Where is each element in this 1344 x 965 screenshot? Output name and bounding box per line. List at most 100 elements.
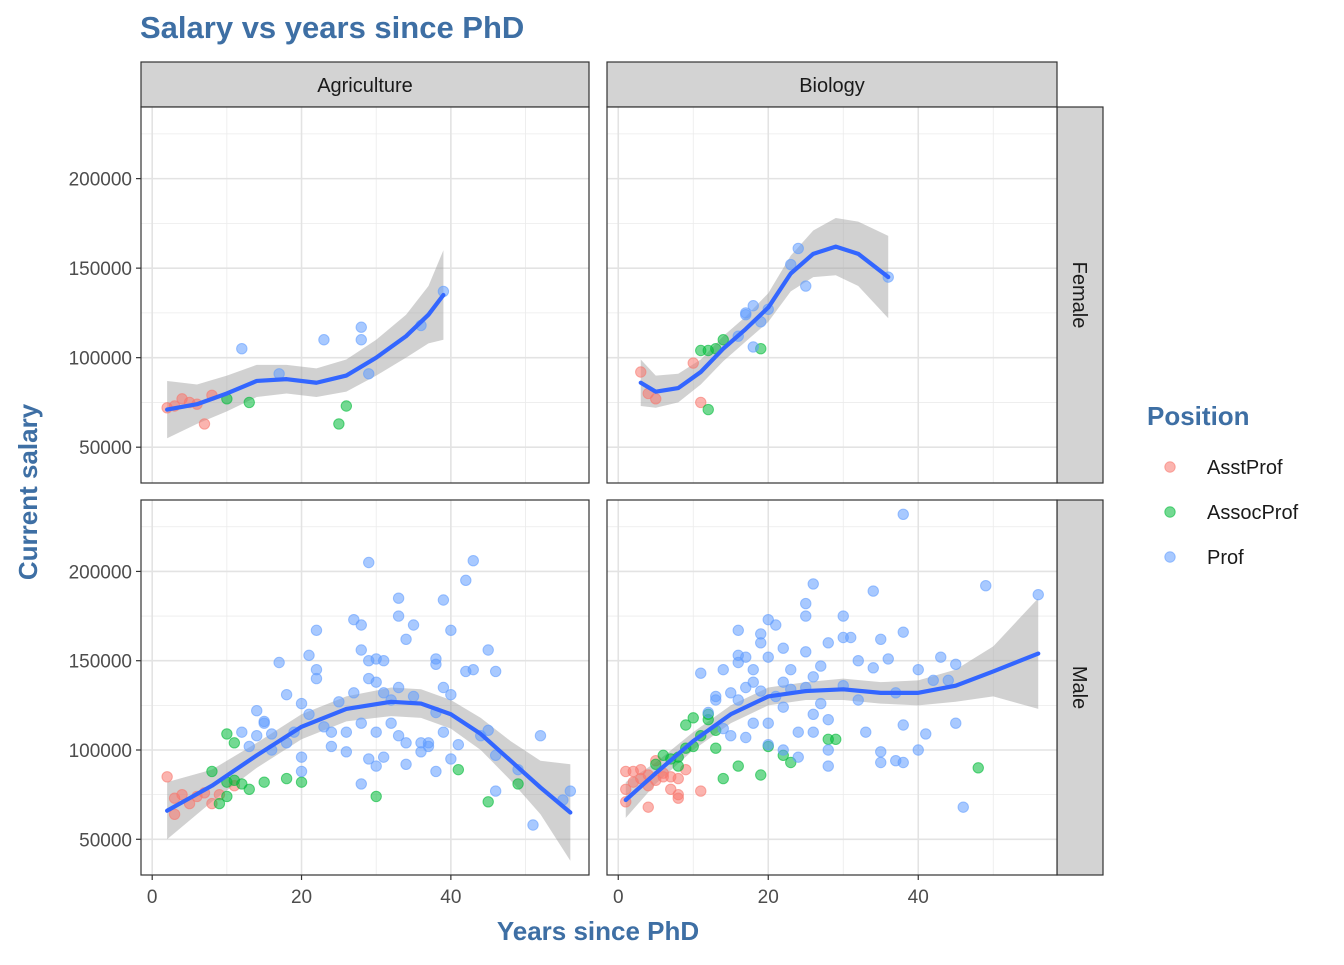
- panel-background: [141, 107, 589, 483]
- strip-label-female: Female: [1068, 262, 1090, 329]
- point-prof: [325, 740, 338, 753]
- panel-border: [140, 106, 590, 484]
- point-assocprof: [680, 719, 692, 731]
- strip-agriculture: [140, 61, 590, 108]
- point-asstprof: [168, 808, 181, 820]
- point-prof: [725, 730, 737, 742]
- point-assocprof: [243, 783, 255, 795]
- point-prof: [785, 663, 797, 676]
- point-prof: [445, 753, 457, 765]
- point-prof: [702, 706, 714, 719]
- panel-background: [607, 107, 1057, 483]
- point-assocprof: [258, 776, 270, 788]
- point-prof: [822, 637, 834, 649]
- point-prof: [236, 343, 248, 355]
- point-prof: [340, 746, 353, 758]
- point-prof: [695, 667, 707, 679]
- point-prof: [370, 726, 382, 738]
- point-prof: [912, 744, 924, 756]
- point-prof: [400, 633, 412, 645]
- point-prof: [852, 655, 864, 667]
- strip-male: [1056, 499, 1104, 876]
- point-prof: [762, 738, 774, 751]
- point-prof: [534, 730, 547, 742]
- point-prof: [392, 681, 405, 694]
- point-prof: [747, 300, 759, 312]
- point-prof: [265, 728, 278, 740]
- legend-label-prof: Prof: [1207, 547, 1244, 569]
- legend-label-assocprof: AssocProf: [1207, 502, 1299, 524]
- point-prof: [243, 740, 255, 753]
- y-tick-label: 50000: [79, 438, 132, 459]
- point-prof: [355, 334, 367, 346]
- point-assocprof: [280, 772, 293, 785]
- point-assocprof: [243, 396, 255, 409]
- point-prof: [467, 663, 479, 676]
- point-prof: [370, 676, 382, 688]
- point-prof: [807, 578, 819, 590]
- point-prof: [363, 753, 375, 765]
- point-asstprof: [695, 396, 707, 409]
- point-prof: [355, 717, 367, 729]
- panel-border: [140, 499, 590, 876]
- point-assocprof: [830, 733, 842, 745]
- point-prof: [430, 658, 442, 670]
- point-prof: [407, 619, 420, 631]
- point-asstprof: [687, 357, 699, 369]
- point-prof: [452, 738, 465, 751]
- point-prof: [882, 653, 894, 665]
- point-prof: [348, 687, 360, 699]
- point-prof: [792, 726, 804, 738]
- point-prof: [897, 508, 909, 520]
- point-prof: [236, 726, 248, 738]
- point-prof: [815, 697, 827, 710]
- legend-items: AsstProf AssocProf Prof: [1164, 457, 1299, 569]
- point-prof: [747, 676, 759, 688]
- point-prof: [355, 619, 367, 631]
- point-prof: [927, 674, 939, 687]
- point-prof: [800, 610, 812, 622]
- y-tick-label: 200000: [69, 170, 132, 191]
- point-prof: [303, 649, 315, 662]
- point-prof: [333, 696, 345, 708]
- point-prof: [400, 737, 412, 749]
- panel-biology-female: [606, 106, 1058, 484]
- x-tick-label: 0: [613, 887, 624, 908]
- point-assocprof: [221, 728, 233, 740]
- point-prof: [792, 242, 804, 255]
- point-prof: [732, 694, 744, 706]
- point-prof: [875, 756, 887, 769]
- point-prof: [897, 719, 909, 731]
- point-prof: [875, 746, 887, 758]
- strip-biology: [606, 61, 1058, 108]
- point-prof: [377, 751, 390, 763]
- smooth-line: [165, 292, 446, 412]
- point-prof: [370, 760, 382, 772]
- point-assocprof: [213, 797, 226, 810]
- point-prof: [445, 624, 457, 637]
- panel-agriculture-male: 50000 100000 150000 200000 0 20 40: [69, 499, 590, 908]
- point-prof: [762, 651, 774, 663]
- point-asstprof: [642, 801, 654, 813]
- point-prof: [897, 756, 909, 769]
- point-prof: [792, 751, 804, 763]
- point-prof: [325, 726, 338, 738]
- point-prof: [770, 619, 782, 631]
- point-prof: [445, 688, 457, 701]
- point-prof: [482, 644, 494, 656]
- point-prof: [355, 778, 367, 790]
- point-prof: [489, 785, 502, 797]
- point-prof: [258, 715, 270, 728]
- point-prof: [400, 758, 412, 770]
- strip-label-biology: Biology: [799, 75, 865, 97]
- point-assocprof: [333, 418, 345, 430]
- point-prof: [482, 724, 494, 737]
- point-prof: [385, 717, 397, 729]
- point-prof: [717, 663, 729, 676]
- point-prof: [363, 368, 375, 380]
- point-prof: [875, 633, 887, 645]
- point-prof: [527, 819, 539, 831]
- strip-label-agriculture: Agriculture: [317, 75, 413, 97]
